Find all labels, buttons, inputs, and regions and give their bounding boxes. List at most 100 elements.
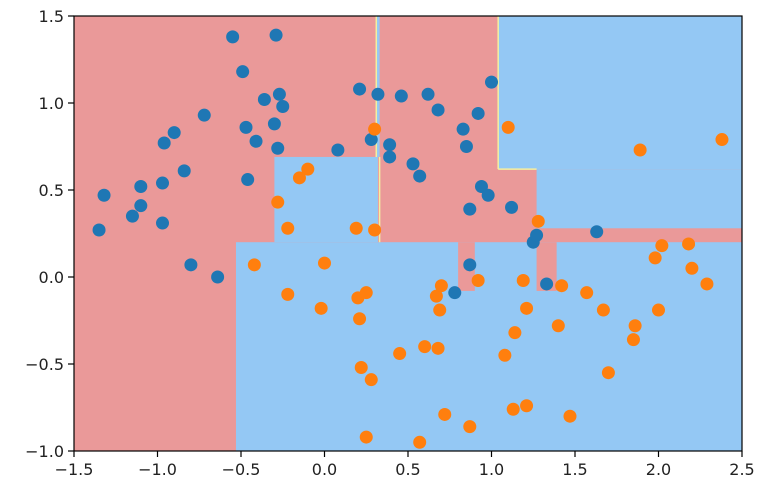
point-series-1	[431, 341, 445, 355]
point-series-1	[354, 360, 368, 374]
point-series-0	[505, 200, 519, 214]
point-series-1	[247, 258, 261, 272]
point-series-0	[276, 99, 290, 113]
point-series-1	[506, 402, 520, 416]
point-series-0	[156, 176, 170, 190]
point-series-0	[353, 82, 367, 96]
point-series-0	[371, 87, 385, 101]
y-tick-label: 1.5	[39, 7, 64, 26]
point-series-0	[269, 28, 283, 42]
y-axis-ticks: −1.0 −0.5 0.0 0.5 1.0 1.5	[25, 7, 74, 461]
point-series-1	[715, 133, 729, 147]
x-tick-label: 1.0	[479, 460, 504, 479]
point-series-1	[281, 221, 295, 235]
point-series-0	[177, 164, 191, 178]
point-series-1	[700, 277, 714, 291]
y-tick-label: 0.0	[39, 268, 64, 287]
x-tick-label: 0.0	[312, 460, 337, 479]
point-series-1	[551, 319, 565, 333]
y-tick-label: 1.0	[39, 94, 64, 113]
point-series-0	[406, 157, 420, 171]
point-series-1	[429, 289, 443, 303]
point-series-0	[271, 141, 285, 155]
y-tick-label: −0.5	[25, 355, 64, 374]
point-series-1	[434, 279, 448, 293]
y-tick-label: 0.5	[39, 181, 64, 200]
x-tick-label: −1.0	[138, 460, 177, 479]
point-series-0	[239, 120, 253, 134]
point-series-0	[421, 87, 435, 101]
point-series-0	[448, 286, 462, 300]
point-series-0	[134, 199, 148, 213]
point-series-1	[364, 373, 378, 387]
point-series-1	[596, 303, 610, 317]
x-tick-label: 0.5	[395, 460, 420, 479]
point-series-1	[413, 435, 427, 449]
point-series-0	[485, 75, 498, 89]
point-series-0	[331, 143, 345, 157]
point-series-0	[530, 228, 544, 242]
point-series-0	[157, 136, 171, 150]
point-series-0	[383, 138, 397, 152]
point-series-0	[241, 173, 255, 187]
point-series-0	[184, 258, 198, 272]
point-series-1	[601, 366, 615, 380]
point-series-1	[368, 122, 382, 136]
point-series-1	[318, 256, 331, 270]
point-series-1	[520, 399, 534, 413]
point-series-0	[481, 188, 495, 202]
point-series-1	[516, 273, 530, 287]
point-series-1	[393, 347, 407, 361]
point-series-1	[531, 214, 545, 228]
point-series-1	[580, 286, 594, 300]
point-series-0	[267, 117, 281, 131]
data-points	[92, 28, 729, 449]
point-series-0	[471, 106, 485, 120]
decision-regions	[74, 16, 743, 451]
point-series-0	[156, 216, 170, 230]
point-series-1	[353, 312, 367, 326]
point-series-1	[438, 407, 452, 421]
point-series-1	[648, 251, 662, 265]
point-series-0	[463, 258, 477, 272]
point-series-1	[633, 143, 647, 157]
point-series-0	[226, 30, 240, 44]
point-series-1	[501, 120, 515, 134]
point-series-0	[463, 202, 477, 216]
point-series-0	[364, 133, 378, 147]
point-series-0	[134, 180, 148, 194]
point-series-1	[563, 409, 577, 423]
point-series-1	[463, 420, 477, 434]
x-tick-label: 2.5	[729, 460, 754, 479]
point-series-0	[383, 150, 397, 164]
region-class-1	[536, 169, 742, 229]
point-series-1	[314, 301, 328, 315]
point-series-1	[418, 340, 432, 354]
point-series-1	[682, 237, 696, 251]
point-series-1	[655, 239, 669, 253]
point-series-0	[456, 122, 470, 136]
point-series-1	[433, 303, 447, 317]
point-series-1	[498, 348, 512, 362]
point-series-1	[685, 261, 699, 275]
point-series-0	[413, 169, 427, 183]
point-series-0	[459, 140, 473, 153]
region-class-1	[235, 242, 743, 451]
point-series-1	[652, 303, 665, 317]
point-series-1	[271, 195, 285, 209]
point-series-0	[125, 209, 139, 223]
point-series-0	[272, 87, 286, 101]
x-tick-label: 1.5	[562, 460, 587, 479]
region-class-1	[498, 16, 742, 170]
point-series-1	[520, 301, 534, 315]
point-series-0	[540, 277, 554, 291]
point-series-0	[431, 103, 445, 117]
point-series-1	[359, 430, 373, 444]
point-series-0	[211, 270, 225, 284]
point-series-1	[359, 286, 373, 300]
x-tick-label: −1.5	[55, 460, 94, 479]
y-tick-label: −1.0	[25, 442, 64, 461]
point-series-1	[626, 333, 640, 347]
region-class-1	[376, 16, 380, 157]
